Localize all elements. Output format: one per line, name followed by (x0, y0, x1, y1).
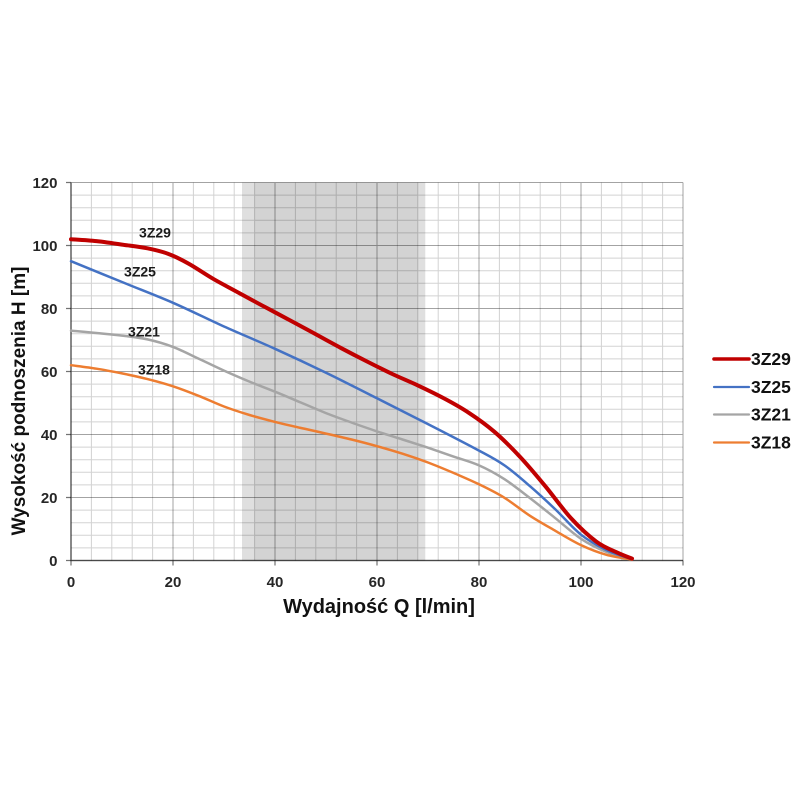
svg-text:3Z21: 3Z21 (751, 405, 791, 425)
svg-text:120: 120 (32, 175, 57, 192)
svg-text:0: 0 (49, 553, 57, 570)
svg-text:20: 20 (41, 490, 58, 507)
svg-text:40: 40 (267, 574, 284, 591)
svg-text:0: 0 (67, 574, 75, 591)
svg-text:3Z29: 3Z29 (139, 225, 171, 241)
svg-text:3Z18: 3Z18 (751, 433, 791, 453)
svg-text:3Z18: 3Z18 (138, 362, 170, 378)
svg-text:120: 120 (670, 574, 695, 591)
svg-text:20: 20 (165, 574, 182, 591)
svg-text:3Z25: 3Z25 (751, 377, 791, 397)
svg-text:Wydajność Q [l/min]: Wydajność Q [l/min] (283, 596, 475, 618)
svg-text:3Z29: 3Z29 (751, 349, 791, 369)
svg-text:60: 60 (41, 364, 58, 381)
svg-text:3Z21: 3Z21 (128, 324, 160, 340)
svg-text:100: 100 (32, 238, 57, 255)
svg-text:40: 40 (41, 427, 58, 444)
svg-text:60: 60 (369, 574, 386, 591)
svg-text:3Z25: 3Z25 (124, 264, 156, 280)
svg-text:80: 80 (471, 574, 488, 591)
svg-text:Wysokość podnoszenia H [m]: Wysokość podnoszenia H [m] (9, 267, 30, 536)
svg-text:100: 100 (568, 574, 593, 591)
svg-text:80: 80 (41, 301, 58, 318)
